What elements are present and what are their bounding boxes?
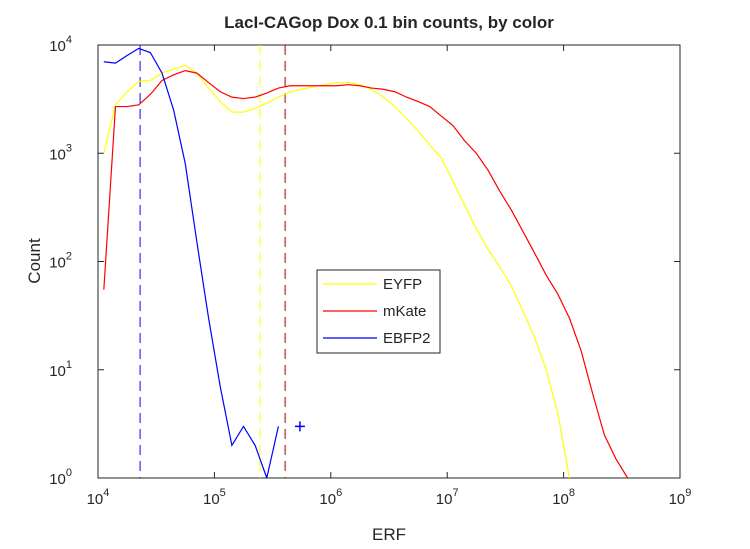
plot-layer <box>103 45 629 478</box>
y-tick-label: 102 <box>49 251 72 272</box>
legend-label: EBFP2 <box>383 330 431 347</box>
series-line <box>103 47 280 478</box>
x-tick-label: 107 <box>436 487 459 508</box>
x-tick-label: 109 <box>669 487 692 508</box>
x-tick-label: 108 <box>552 487 575 508</box>
y-tick-label: 101 <box>49 359 72 380</box>
x-axis-label: ERF <box>372 525 406 544</box>
legend: EYFP mKate EBFP2 <box>316 269 441 354</box>
point-marker <box>294 421 305 432</box>
y-axis-label: Count <box>25 238 44 284</box>
legend-label: mKate <box>383 303 426 320</box>
x-tick-label: 105 <box>203 487 226 508</box>
chart-title: LacI-CAGop Dox 0.1 bin counts, by color <box>224 13 554 32</box>
y-tick-label: 103 <box>49 142 72 163</box>
series-line <box>103 64 571 478</box>
x-tick-label: 106 <box>319 487 342 508</box>
y-tick-label: 104 <box>49 34 72 55</box>
y-tick-label: 100 <box>49 467 72 488</box>
legend-label: EYFP <box>383 276 422 293</box>
series-line <box>103 69 629 478</box>
plot-area <box>97 44 681 479</box>
x-tick-label: 104 <box>87 487 110 508</box>
